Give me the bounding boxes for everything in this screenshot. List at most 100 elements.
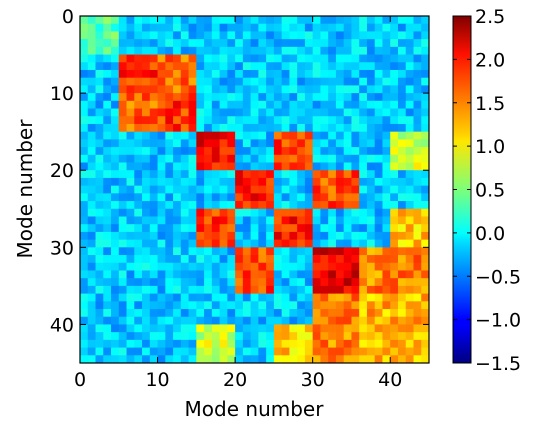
heatmap-cell <box>382 147 391 156</box>
heatmap-cell <box>188 216 197 225</box>
heatmap-cell <box>118 216 127 225</box>
heatmap-cell <box>312 339 321 348</box>
heatmap-cell <box>157 154 166 163</box>
heatmap-cell <box>196 278 205 287</box>
heatmap-cell <box>250 170 259 179</box>
heatmap-cell <box>289 239 298 248</box>
heatmap-cell <box>80 46 89 55</box>
heatmap-cell <box>80 123 89 133</box>
heatmap-cell <box>126 339 135 348</box>
heatmap-cell <box>320 285 329 294</box>
heatmap-cell <box>118 85 127 94</box>
heatmap-cell <box>149 201 158 210</box>
heatmap-cell <box>273 139 283 148</box>
heatmap-cell <box>227 116 236 125</box>
heatmap-cell <box>173 69 182 79</box>
heatmap-cell <box>219 154 228 163</box>
heatmap-cell <box>242 278 252 287</box>
heatmap-cell <box>320 332 329 341</box>
heatmap-cell <box>211 278 220 287</box>
heatmap-cell <box>149 85 158 94</box>
heatmap-cell <box>390 262 399 271</box>
heatmap-cell <box>111 108 120 117</box>
heatmap-cell <box>126 193 135 202</box>
heatmap-cell <box>405 201 414 210</box>
heatmap-cell <box>219 100 228 109</box>
heatmap-cell <box>242 108 252 117</box>
heatmap-cell <box>281 285 290 294</box>
heatmap-cell <box>390 278 399 287</box>
heatmap-cell <box>258 239 267 248</box>
heatmap-cell <box>188 62 197 71</box>
heatmap-cell <box>351 224 360 233</box>
heatmap-cell <box>87 85 96 94</box>
heatmap-cell <box>165 255 174 264</box>
heatmap-cell <box>397 231 407 241</box>
heatmap-cell <box>266 255 275 264</box>
heatmap-cell <box>289 347 298 356</box>
heatmap-cell <box>219 39 228 48</box>
colorbar-ticks: 2.52.01.51.00.50.0−0.5−1.0−1.5 <box>453 6 521 375</box>
heatmap-cell <box>235 39 244 48</box>
heatmap-cell <box>134 147 143 156</box>
heatmap-cell <box>281 255 290 264</box>
heatmap-cell <box>142 316 151 325</box>
heatmap-cell <box>235 85 244 94</box>
heatmap-cell <box>111 23 120 32</box>
heatmap-cell <box>235 316 244 325</box>
heatmap-cell <box>204 46 213 55</box>
heatmap-cell <box>281 262 290 271</box>
heatmap-cell <box>242 93 252 102</box>
heatmap-cell <box>343 177 352 187</box>
heatmap-cell <box>87 231 96 241</box>
heatmap-cell <box>227 239 236 248</box>
heatmap-cell <box>297 139 306 148</box>
heatmap-cell <box>366 46 376 55</box>
heatmap-cell <box>258 147 267 156</box>
heatmap-cell <box>250 154 259 163</box>
heatmap-cell <box>328 139 337 148</box>
heatmap-cell <box>211 339 220 348</box>
heatmap-cell <box>235 177 244 187</box>
heatmap-cell <box>397 69 407 79</box>
heatmap-cell <box>366 85 376 94</box>
heatmap-cell <box>351 316 360 325</box>
heatmap-cell <box>111 131 120 140</box>
heatmap-cell <box>343 39 352 48</box>
heatmap-cell <box>397 147 407 156</box>
heatmap-cell <box>173 332 182 341</box>
heatmap-cell <box>111 154 120 163</box>
heatmap-cell <box>335 93 345 102</box>
heatmap-cell <box>95 131 104 140</box>
heatmap-cell <box>227 16 236 25</box>
heatmap-cell <box>87 216 96 225</box>
heatmap-cell <box>382 285 391 294</box>
heatmap-cell <box>173 316 182 325</box>
heatmap-cell <box>421 85 430 94</box>
heatmap-cell <box>390 255 399 264</box>
heatmap-cell <box>405 46 414 55</box>
heatmap-cell <box>80 16 89 25</box>
heatmap-cell <box>266 231 275 241</box>
heatmap-cell <box>328 16 337 25</box>
heatmap-cell <box>95 247 104 256</box>
heatmap-cell <box>204 131 213 140</box>
heatmap-cell <box>87 16 96 25</box>
heatmap-cell <box>188 309 197 318</box>
heatmap-cell <box>111 285 120 294</box>
heatmap-cell <box>219 355 228 364</box>
heatmap-cell <box>397 347 407 356</box>
heatmap-cell <box>390 39 399 48</box>
heatmap-cell <box>211 123 220 133</box>
heatmap-cell <box>204 123 213 133</box>
y-tick-label: 30 <box>50 237 74 259</box>
heatmap-cell <box>266 285 275 294</box>
heatmap-cell <box>204 177 213 187</box>
heatmap-cell <box>142 270 151 279</box>
heatmap-cell <box>343 355 352 364</box>
heatmap-cell <box>405 339 414 348</box>
heatmap-cell <box>242 324 252 333</box>
heatmap-cell <box>219 208 228 217</box>
heatmap-cell <box>204 54 213 63</box>
